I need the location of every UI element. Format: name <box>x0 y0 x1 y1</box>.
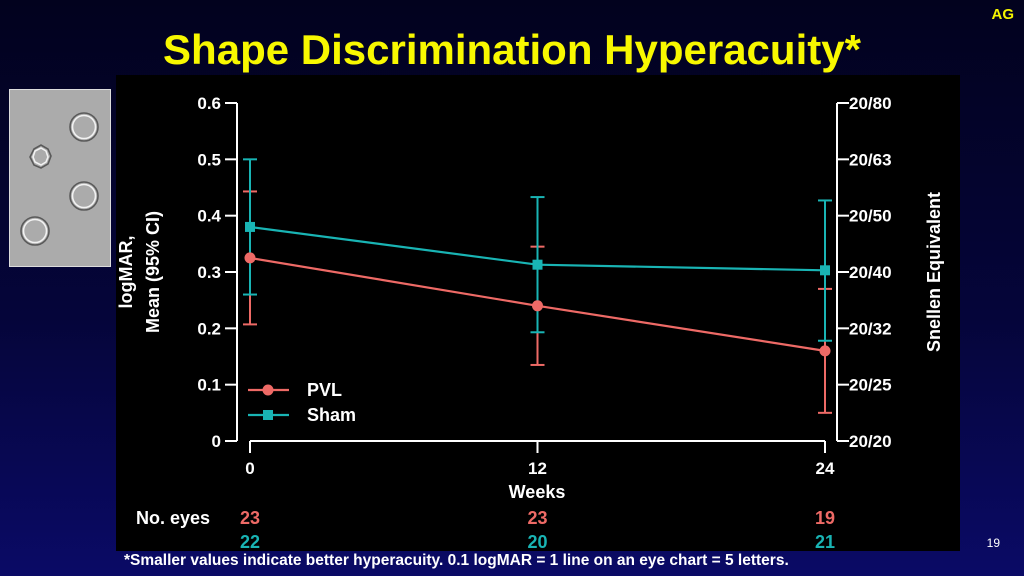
footnote: *Smaller values indicate better hyperacu… <box>124 552 789 569</box>
y-axis-title-line-1: logMAR, <box>116 236 136 309</box>
x-axis-title: Weeks <box>509 482 566 502</box>
y-tick-label: 0.6 <box>197 94 221 113</box>
data-point-sham <box>820 265 830 276</box>
y2-tick-label: 20/20 <box>849 432 892 451</box>
x-tick-label: 0 <box>245 459 254 478</box>
y2-axis-title: Snellen Equivalent <box>924 192 944 352</box>
data-point-pvl <box>244 252 256 264</box>
eyes-count-pvl: 23 <box>240 508 260 528</box>
x-tick-label: 24 <box>816 459 835 478</box>
data-point-sham <box>245 221 255 232</box>
page-number: 19 <box>986 536 1000 550</box>
eyes-count-sham: 22 <box>240 532 260 552</box>
x-tick-label: 12 <box>528 459 547 478</box>
legend-marker-pvl <box>262 384 274 396</box>
eyes-count-pvl: 19 <box>815 508 835 528</box>
data-point-sham <box>532 259 543 270</box>
y2-tick-label: 20/40 <box>849 263 892 282</box>
legend-marker-sham <box>263 410 273 420</box>
y-tick-label: 0.3 <box>197 263 221 282</box>
y2-tick-label: 20/63 <box>849 150 892 169</box>
y2-tick-label: 20/50 <box>849 207 892 226</box>
eyes-count-sham: 21 <box>815 532 835 552</box>
y2-tick-label: 20/80 <box>849 94 892 113</box>
y-axis-title-line-2: Mean (95% CI) <box>143 211 163 333</box>
y2-tick-label: 20/25 <box>849 376 892 395</box>
legend-label-sham: Sham <box>307 405 356 425</box>
y-tick-label: 0.2 <box>197 319 221 338</box>
eyes-count-pvl: 23 <box>527 508 547 528</box>
data-point-pvl <box>532 300 543 312</box>
legend-label-pvl: PVL <box>307 380 342 400</box>
data-point-pvl <box>819 345 831 357</box>
eyes-label: No. eyes <box>136 508 210 528</box>
y-tick-label: 0 <box>212 432 221 451</box>
shape-discrimination-stimulus-icon <box>9 89 111 267</box>
y-tick-label: 0.5 <box>197 150 221 169</box>
y2-tick-label: 20/32 <box>849 319 892 338</box>
author-badge: AG <box>991 6 1015 23</box>
y-tick-label: 0.4 <box>197 207 221 226</box>
eyes-count-sham: 20 <box>527 532 547 552</box>
slide-title: Shape Discrimination Hyperacuity* <box>163 26 861 73</box>
y-tick-label: 0.1 <box>197 376 221 395</box>
